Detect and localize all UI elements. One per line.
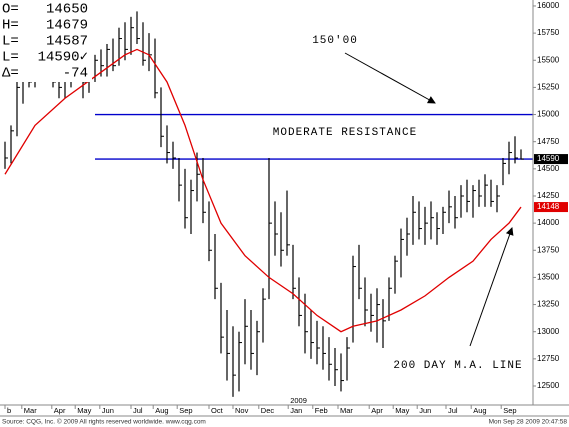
y-tick-label: 12500 bbox=[537, 381, 560, 390]
info-value: 14587 bbox=[46, 34, 88, 50]
info-value: 14650 bbox=[46, 2, 88, 18]
x-tick-label: Mar bbox=[24, 406, 37, 415]
x-tick-label: May bbox=[77, 406, 91, 415]
info-label: L= bbox=[2, 34, 19, 50]
x-tick-label: Sep bbox=[503, 406, 516, 415]
moving-average bbox=[4, 48, 522, 333]
y-tick-label: 15500 bbox=[537, 55, 560, 64]
arrow bbox=[469, 227, 514, 347]
y-tick-label: 15250 bbox=[537, 83, 560, 92]
y-tick-label: 13500 bbox=[537, 273, 560, 282]
x-tick-label: Mar bbox=[340, 406, 353, 415]
y-tick-label: 13000 bbox=[537, 327, 560, 336]
annotation: 200 DAY M.A. LINE bbox=[393, 360, 522, 372]
ma-last-label-box bbox=[534, 202, 568, 213]
info-label: L= bbox=[2, 50, 19, 66]
y-tick-label: 14750 bbox=[537, 137, 560, 146]
year-label: 2009 bbox=[290, 396, 307, 405]
arrow bbox=[344, 52, 436, 104]
x-tick-label: Oct bbox=[211, 406, 224, 415]
info-value: -74 bbox=[63, 66, 88, 82]
x-tick-label: May bbox=[395, 406, 409, 415]
x-tick-label: b bbox=[7, 406, 11, 415]
annotation: 150'00 bbox=[312, 35, 358, 47]
x-tick-label: Jun bbox=[419, 406, 431, 415]
x-tick-label: Jul bbox=[133, 406, 143, 415]
y-tick-label: 13750 bbox=[537, 245, 560, 254]
y-tick-label: 15000 bbox=[537, 110, 560, 119]
timestamp: Mon Sep 28 2009 20:47:58 bbox=[489, 419, 568, 426]
ma-last-label: 14148 bbox=[537, 202, 560, 211]
x-tick-label: Apr bbox=[371, 406, 383, 415]
x-tick-label: Aug bbox=[473, 406, 486, 415]
info-label: H= bbox=[2, 18, 19, 34]
plot-area bbox=[4, 5, 536, 409]
x-tick-label: Jun bbox=[102, 406, 114, 415]
x-tick-label: Aug bbox=[155, 406, 168, 415]
y-tick-label: 14000 bbox=[537, 218, 560, 227]
x-tick-label: Sep bbox=[179, 406, 192, 415]
x-tick-label: Apr bbox=[54, 406, 66, 415]
y-tick-label: 15750 bbox=[537, 28, 560, 37]
x-tick-label: Dec bbox=[261, 406, 275, 415]
x-tick-label: Jul bbox=[448, 406, 458, 415]
x-tick-label: Jan bbox=[290, 406, 302, 415]
y-tick-label: 14250 bbox=[537, 191, 560, 200]
annotation: MODERATE RESISTANCE bbox=[273, 127, 417, 139]
info-value: 14679 bbox=[46, 18, 88, 34]
y-tick-label: 13250 bbox=[537, 300, 560, 309]
y-tick-label: 12750 bbox=[537, 354, 560, 363]
source: Source: CQG, Inc. © 2009 All rights rese… bbox=[2, 418, 206, 426]
info-value: 14590✓ bbox=[38, 50, 88, 66]
x-tick-label: Feb bbox=[315, 406, 328, 415]
y-tick-label: 14500 bbox=[537, 164, 560, 173]
info-box bbox=[0, 0, 92, 82]
x-tick-label: Nov bbox=[235, 406, 249, 415]
info-label: Δ= bbox=[2, 66, 19, 82]
last-price-label: 14590 bbox=[537, 154, 560, 163]
last-price-label-box bbox=[534, 154, 568, 165]
info-label: O= bbox=[2, 2, 19, 18]
info-rows: O= 14650 H= 14679 L= 14587 L= 14590✓ Δ= -74 bbox=[2, 2, 88, 82]
y-tick-label: 16000 bbox=[537, 1, 560, 10]
